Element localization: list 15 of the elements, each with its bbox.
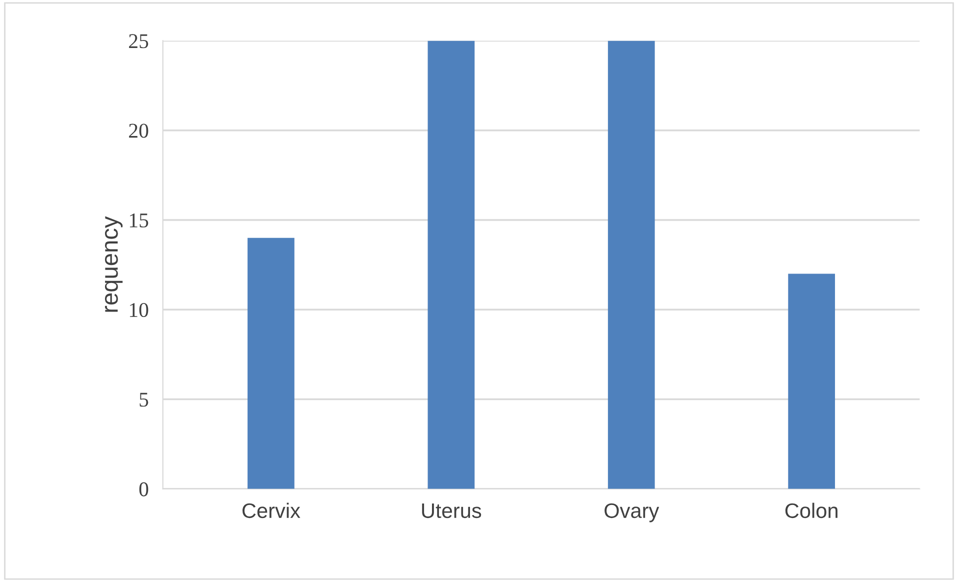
bar xyxy=(248,238,294,489)
bar xyxy=(608,40,655,489)
y-tick-label: 0 xyxy=(139,482,148,496)
bar xyxy=(788,274,835,489)
x-tick-label: Colon xyxy=(785,502,838,518)
x-tick-label: Ovary xyxy=(604,503,660,522)
x-tick-label: Uterus xyxy=(422,504,482,518)
y-tick-label: 20 xyxy=(129,124,148,138)
y-axis-title: requency xyxy=(104,216,123,312)
bar xyxy=(428,40,475,489)
x-tick-label: Cervix xyxy=(242,502,300,518)
y-tick-label: 15 xyxy=(130,213,148,228)
y-tick-label: 10 xyxy=(130,303,148,318)
y-tick-label: 5 xyxy=(140,392,148,407)
y-tick-label: 25 xyxy=(129,34,148,48)
